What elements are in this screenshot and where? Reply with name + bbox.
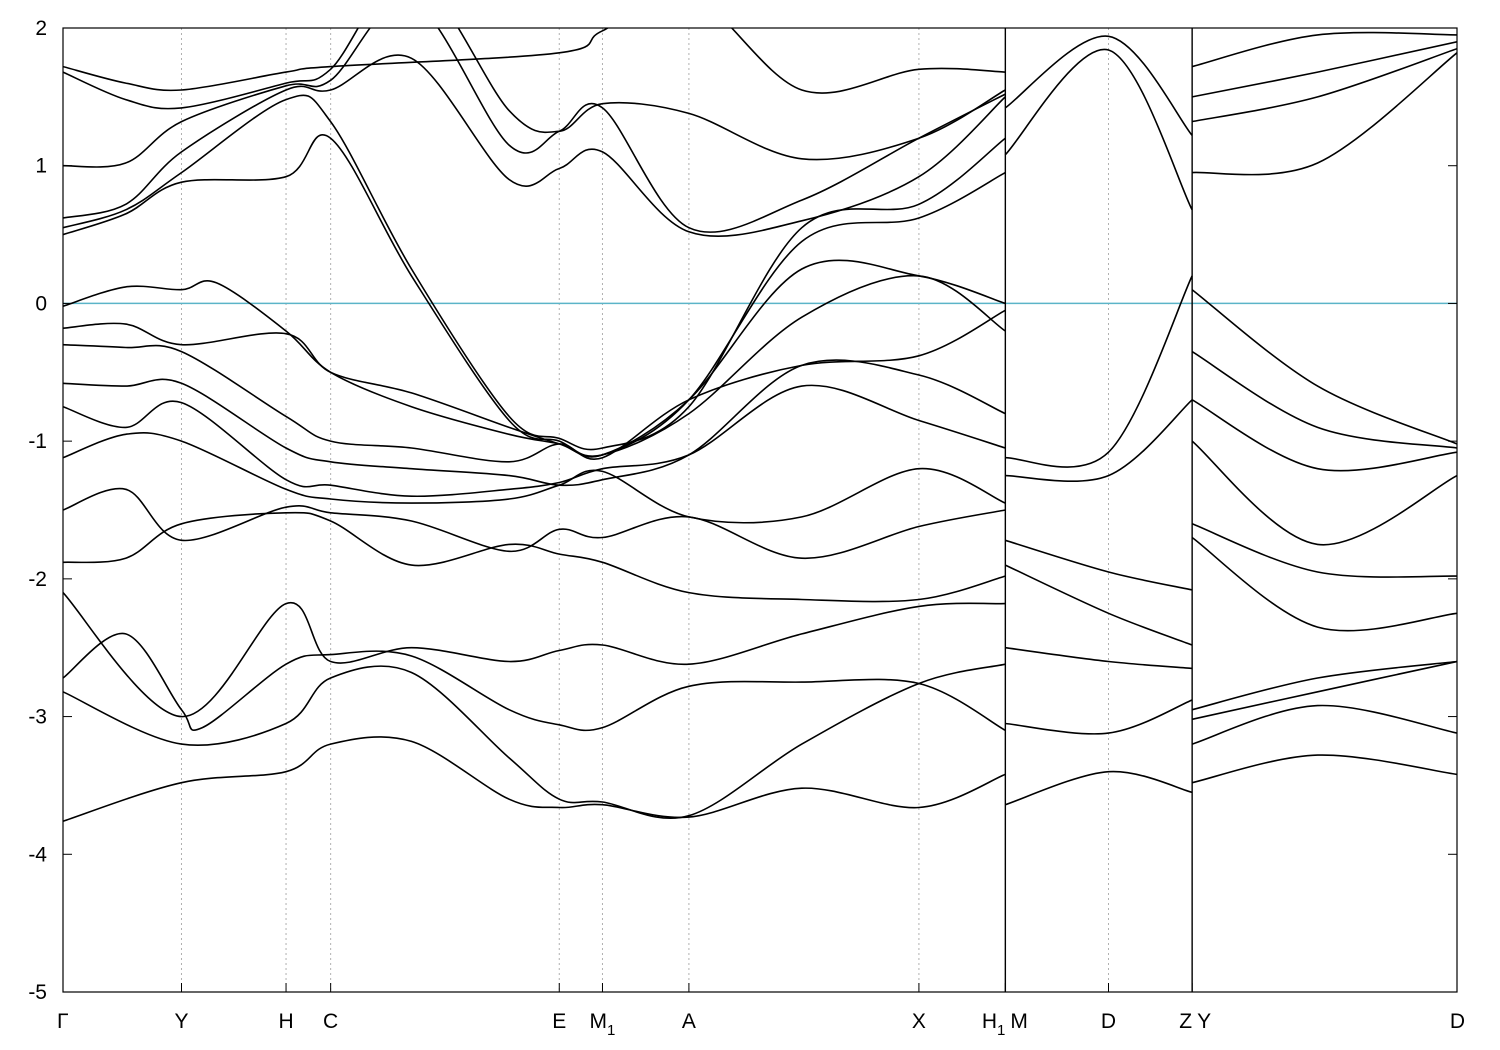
- plot-frame: [62, 27, 1458, 993]
- y-tick-label-1: 1: [35, 155, 47, 178]
- x-tick-label-3: C: [323, 1010, 338, 1033]
- band-11: [63, 259, 1006, 458]
- x-tick-label-2: H: [278, 1010, 293, 1033]
- band-33: [1191, 440, 1457, 546]
- band-40: [1191, 31, 1457, 68]
- band-16: [63, 28, 1006, 161]
- x-tick-label-10: Z: [1179, 1010, 1192, 1033]
- x-tick-label-7: X: [912, 1010, 926, 1033]
- x-axis: Γ Y H C E M1 A X H1 M D Z Y D: [57, 983, 1465, 1039]
- x-tick-label-4: E: [552, 1010, 566, 1033]
- x-tick-label-8: H1: [982, 1010, 1006, 1039]
- band-24: [1005, 275, 1193, 468]
- x-tick-label-0: Γ: [57, 1010, 69, 1033]
- band-37: [1192, 52, 1457, 176]
- band-39: [1191, 41, 1457, 98]
- y-axis: 2 1 0 -1 -2 -3 -4 -5: [28, 17, 1457, 1004]
- band-23: [1005, 399, 1193, 482]
- x-tick-label-1: Y: [174, 1010, 188, 1033]
- band-6: [63, 432, 1006, 524]
- x-tick-label-6: A: [682, 1010, 696, 1033]
- band-4: [63, 511, 1006, 603]
- band-3: [63, 592, 1006, 718]
- band-20: [1005, 646, 1193, 670]
- bands: [63, 28, 1457, 822]
- band-34: [1191, 399, 1457, 472]
- band-9: [63, 309, 1006, 463]
- x-tick-label-9: D: [1101, 1010, 1116, 1033]
- band-26: [1004, 35, 1193, 136]
- band-29: [1191, 660, 1457, 721]
- band-22: [1005, 539, 1193, 591]
- band-35: [1191, 350, 1457, 449]
- band-0: [63, 736, 1006, 822]
- band-8: [63, 359, 1006, 487]
- segment-breaks: [1004, 28, 1193, 992]
- y-tick-label-4: -2: [28, 568, 47, 591]
- band-5: [63, 487, 1006, 560]
- x-tick-label-8-tail: M: [1010, 1010, 1028, 1033]
- band-19: [1005, 699, 1193, 735]
- band-10: [63, 274, 1006, 457]
- band-31: [1191, 536, 1457, 632]
- band-21: [1004, 564, 1193, 646]
- band-2: [63, 632, 1006, 732]
- y-tick-label-7: -5: [28, 981, 47, 1004]
- y-tick-label-0: 2: [35, 17, 47, 40]
- x-tick-label-11: D: [1450, 1010, 1465, 1033]
- band-14: [63, 54, 1006, 238]
- band-17: [63, 28, 1006, 94]
- y-tick-label-5: -3: [28, 706, 47, 729]
- y-tick-label-2: 0: [35, 292, 47, 315]
- x-tick-label-5: M1: [590, 1010, 616, 1039]
- band-1: [63, 663, 1006, 820]
- high-symmetry-gridlines: [180, 28, 1193, 992]
- band-12: [63, 134, 1006, 458]
- band-13: [63, 94, 1006, 451]
- band-28: [1191, 704, 1457, 745]
- band-7: [63, 384, 1006, 498]
- band-18: [1005, 770, 1193, 806]
- band-32: [1191, 523, 1457, 578]
- band-25: [1004, 48, 1193, 211]
- plot-area: [63, 28, 1457, 822]
- band-38: [1191, 47, 1457, 123]
- y-tick-label-3: -1: [28, 430, 47, 453]
- band-36: [1191, 289, 1457, 445]
- band-30: [1191, 660, 1457, 711]
- x-tick-label-10-tail: Y: [1197, 1010, 1211, 1033]
- band-27: [1191, 754, 1457, 784]
- band-15: [63, 28, 1006, 233]
- y-tick-label-6: -4: [28, 843, 47, 866]
